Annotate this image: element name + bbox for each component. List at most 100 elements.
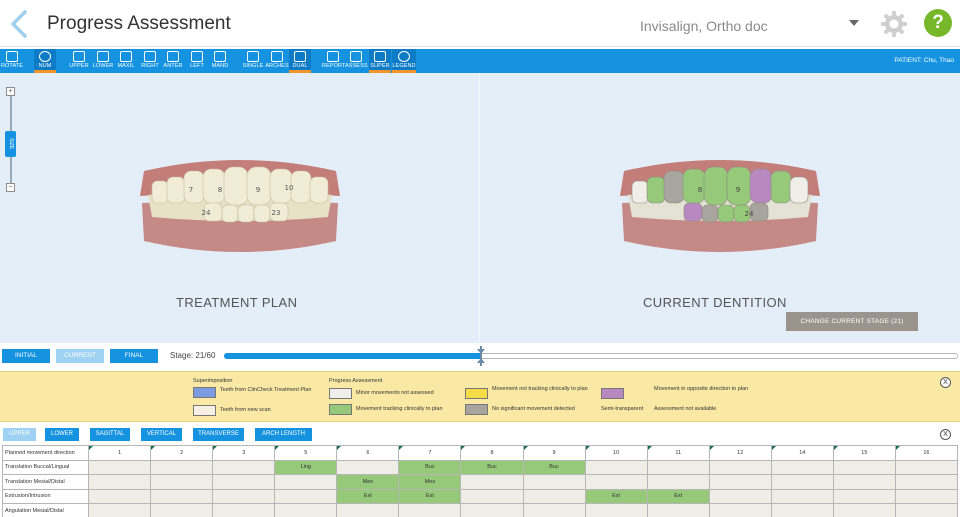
table-cell [274,474,338,490]
page-title: Progress Assessment [47,13,231,34]
table-cell [584,503,648,517]
table-cell [522,503,586,517]
table-cell [212,488,276,504]
current-button[interactable]: CURRENT [56,349,104,363]
legend-button[interactable]: LEGEND [392,49,416,73]
table-cell [88,488,152,504]
tooth-column-header[interactable]: 11 [646,445,710,461]
left-view-button[interactable]: LEFT [186,49,208,73]
table-cell [646,459,710,475]
tooth-column-header[interactable]: 7 [398,445,462,461]
lower-button[interactable]: LOWER [92,49,114,73]
tooth-column-header[interactable]: 3 [212,445,276,461]
change-current-stage-button[interactable]: CHANGE CURRENT STAGE (21) [786,312,918,331]
zoom-in-button[interactable]: + [6,87,15,96]
mand-button[interactable]: MAND [209,49,231,73]
table-cell [770,474,834,490]
table-cell: Ext [398,488,462,504]
stage-slider-handle[interactable] [476,346,485,366]
table-header-row: Planned movement direction 1 2 3 5 6 7 8… [1,445,959,461]
anterior-view-icon [167,51,179,62]
chevron-down-icon[interactable] [849,20,859,26]
not-available-label: Assessment not available [654,406,717,412]
tooth-column-header[interactable]: 10 [584,445,648,461]
table-cell: Ext [336,488,400,504]
rotate-button[interactable]: ROTATE [0,49,24,73]
anterior-view-button[interactable]: ANTER [162,49,184,73]
table-close-button[interactable]: X [940,429,951,440]
progress-heading: Progress Assessment [329,378,383,384]
filter-vertical[interactable]: VERTICAL [141,428,182,441]
filter-transverse[interactable]: TRANSVERSE [193,428,244,441]
num-button[interactable]: NUM [34,49,56,73]
filter-upper[interactable]: UPPER [3,428,36,441]
superimpose-icon [374,51,386,62]
legend-swatch [193,405,216,416]
final-button[interactable]: FINAL [110,349,158,363]
table-cell: Ext [646,488,710,504]
tooth-column-header[interactable]: 8 [460,445,524,461]
upper-icon [73,51,85,62]
tooth-column-header[interactable]: 1 [88,445,152,461]
tooth-number: 24 [745,210,754,218]
legend-close-button[interactable]: X [940,377,951,388]
report-icon [327,51,339,62]
table-cell: Ling [274,459,338,475]
treatment-plan-model[interactable]: 7 8 9 10 23 24 [140,151,340,261]
gear-icon[interactable] [879,9,909,39]
filter-sagittal[interactable]: SAGITTAL [90,428,130,441]
assess-button[interactable]: ASSESS [345,49,368,73]
maxil-button[interactable]: MAXIL [115,49,137,73]
legend-icon [398,51,410,62]
tooth-number: 10 [285,184,294,192]
initial-button[interactable]: INITIAL [2,349,50,363]
tooth-column-header[interactable]: 14 [770,445,834,461]
right-view-button[interactable]: RIGHT [139,49,161,73]
size-slider-handle[interactable]: SIZE [5,131,16,157]
legend-swatch [465,404,488,415]
account-name[interactable]: Invisalign, Ortho doc [640,18,768,34]
table-row: Translation Buccal/Lingual Ling Buc Buc Buc [1,459,959,475]
tooth-column-header[interactable]: 12 [708,445,772,461]
single-view-button[interactable]: SINGLE [242,49,264,73]
filter-arch-length[interactable]: ARCH LENGTH [255,428,312,441]
back-arrow-icon[interactable] [8,9,30,39]
legend-label: No significant movement detected [492,406,575,412]
table-cell: Buc [398,459,462,475]
right-view-icon [144,51,156,62]
table-cell [274,488,338,504]
tooth-column-header[interactable]: 15 [832,445,896,461]
filter-lower[interactable]: LOWER [45,428,79,441]
table-cell [708,488,772,504]
legend-label: Teeth from ClinCheck Treatment Plan [220,387,312,393]
dual-view-button[interactable]: DUAL [289,49,311,73]
super-button[interactable]: SUPER [369,49,391,73]
single-view-icon [247,51,259,62]
report-button[interactable]: REPORT [322,49,345,73]
tooth-number: 24 [202,209,211,217]
current-dentition-model[interactable]: 8 9 24 [620,151,820,261]
movement-table: Planned movement direction 1 2 3 5 6 7 8… [1,445,959,517]
tooth-column-header[interactable]: 9 [522,445,586,461]
tooth-number: 9 [256,186,260,194]
table-cell [88,503,152,517]
upper-button[interactable]: UPPER [68,49,90,73]
zoom-out-button[interactable]: − [6,183,15,192]
legend-swatch [329,388,352,399]
info-icon [39,51,51,62]
help-icon[interactable]: ? [924,9,952,37]
table-cell [770,459,834,475]
arches-view-button[interactable]: ARCHES [265,49,289,73]
dual-view-icon [294,51,306,62]
tooth-column-header[interactable]: 6 [336,445,400,461]
tooth-column-header[interactable]: 5 [274,445,338,461]
model-viewport[interactable]: + − SIZE [0,73,960,343]
table-cell: Mes [336,474,400,490]
tooth-column-header[interactable]: 2 [150,445,214,461]
tooth-number: 7 [189,186,193,194]
table-header-cell: Planned movement direction [1,445,90,461]
tooth-column-header[interactable]: 16 [894,445,959,461]
legend-swatch [193,387,216,398]
row-label: Translation Buccal/Lingual [1,459,90,475]
legend-label: Movement in opposite direction to plan [654,386,749,392]
